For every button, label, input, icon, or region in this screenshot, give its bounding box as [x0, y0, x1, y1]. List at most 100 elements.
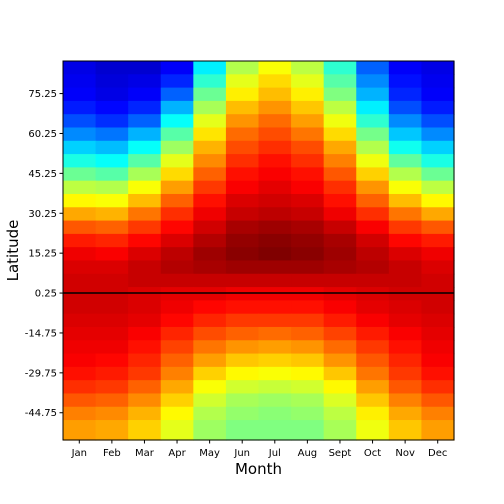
heatmap-cell — [421, 193, 455, 208]
heatmap-cell — [258, 193, 292, 208]
heatmap-cell — [421, 300, 455, 315]
heatmap-cell — [160, 140, 194, 155]
x-axis-ticks: Jan Feb Mar Apr May Jun Jul Aug Sept Oct Nov Dec — [71, 440, 447, 459]
heatmap-cell — [258, 114, 292, 129]
heatmap-cell — [388, 260, 423, 275]
heatmap-cell — [225, 114, 260, 129]
heatmap-cell — [421, 393, 455, 408]
heatmap-cell — [356, 260, 390, 275]
heatmap-cell — [421, 220, 455, 235]
heatmap-cell — [128, 247, 162, 262]
heatmap-cell — [160, 326, 194, 341]
heatmap-cell — [323, 74, 357, 89]
heatmap-cell — [95, 340, 129, 355]
heatmap-cell — [388, 220, 423, 235]
y-tick-label: 75.25 — [28, 89, 57, 100]
heatmap-cell — [160, 340, 194, 355]
heatmap-cell — [95, 247, 129, 262]
heatmap-cell — [291, 100, 325, 115]
heatmap-cell — [160, 87, 194, 102]
heatmap-cell — [258, 326, 292, 341]
heatmap-cell — [291, 393, 325, 408]
heatmap-cell — [63, 366, 97, 381]
heatmap-cell — [193, 220, 227, 235]
heatmap-cell — [193, 260, 227, 275]
heatmap-cell — [225, 154, 260, 168]
x-tick-label: Feb — [103, 448, 121, 459]
heatmap-cell — [63, 406, 97, 421]
heatmap-cell — [388, 406, 423, 421]
heatmap-cell — [356, 326, 390, 341]
heatmap-cell — [388, 154, 423, 168]
heatmap-cell — [356, 207, 390, 222]
heatmap-cell — [128, 233, 162, 248]
heatmap-cell — [160, 353, 194, 368]
heatmap-cell — [193, 300, 227, 315]
x-axis-title: Month — [235, 460, 282, 478]
heatmap-cell — [95, 180, 129, 195]
heatmap-cell — [128, 300, 162, 315]
heatmap-cell — [323, 167, 357, 182]
heatmap-cell — [421, 247, 455, 262]
heatmap-cell — [63, 287, 97, 301]
heatmap-cell — [193, 167, 227, 182]
heatmap-cell — [323, 300, 357, 315]
heatmap-cell — [225, 220, 260, 235]
heatmap-cell — [95, 140, 129, 155]
heatmap-cell — [356, 74, 390, 89]
y-tick-label: 0.25 — [35, 289, 57, 300]
heatmap-cell — [323, 220, 357, 235]
heatmap-cell — [193, 366, 227, 381]
heatmap-cell — [323, 193, 357, 208]
heatmap-cell — [291, 127, 325, 142]
heatmap-cell — [291, 366, 325, 381]
heatmap-cell — [291, 114, 325, 129]
heatmap-cell — [323, 100, 357, 115]
heatmap-cell — [63, 326, 97, 341]
heatmap-cell — [323, 127, 357, 142]
heatmap-cell — [356, 273, 390, 288]
heatmap-cell — [63, 233, 97, 248]
heatmap-cell — [258, 406, 292, 421]
heatmap-cell — [388, 167, 423, 182]
heatmap-cell — [356, 154, 390, 168]
heatmap-cell — [291, 87, 325, 102]
heatmap-cell — [193, 114, 227, 129]
heatmap-cell — [95, 193, 129, 208]
heatmap-cell — [128, 366, 162, 381]
x-tick-label: Nov — [395, 448, 415, 459]
heatmap-cell — [323, 273, 357, 288]
heatmap-cell — [95, 420, 129, 441]
heatmap-cell — [388, 326, 423, 341]
heatmap-cell — [160, 180, 194, 195]
heatmap-cell — [128, 154, 162, 168]
heatmap-cell — [128, 380, 162, 395]
plot-frame — [62, 60, 455, 441]
heatmap-cell — [193, 313, 227, 328]
heatmap-cell — [388, 127, 423, 142]
heatmap-cell — [421, 127, 455, 142]
heatmap-cell — [225, 313, 260, 328]
heatmap-cell — [356, 353, 390, 368]
heatmap-cell — [258, 140, 292, 155]
heatmap-cell — [160, 300, 194, 315]
heatmap-cell — [225, 273, 260, 288]
heatmap-cell — [225, 233, 260, 248]
heatmap-cell — [421, 340, 455, 355]
heatmap-cell — [193, 61, 227, 75]
heatmap-cell — [128, 127, 162, 142]
heatmap-cell — [291, 353, 325, 368]
heatmap-cell — [258, 127, 292, 142]
heatmap-cell — [388, 380, 423, 395]
heatmap-cell — [421, 366, 455, 381]
x-tick-label: Jan — [71, 448, 87, 459]
heatmap-cell — [63, 380, 97, 395]
heatmap-cell — [225, 193, 260, 208]
heatmap-cell — [291, 326, 325, 341]
heatmap-cell — [95, 220, 129, 235]
heatmap-cell — [421, 167, 455, 182]
heatmap-cell — [388, 353, 423, 368]
heatmap-cell — [95, 273, 129, 288]
heatmap-cell — [225, 167, 260, 182]
heatmap-cell — [323, 233, 357, 248]
